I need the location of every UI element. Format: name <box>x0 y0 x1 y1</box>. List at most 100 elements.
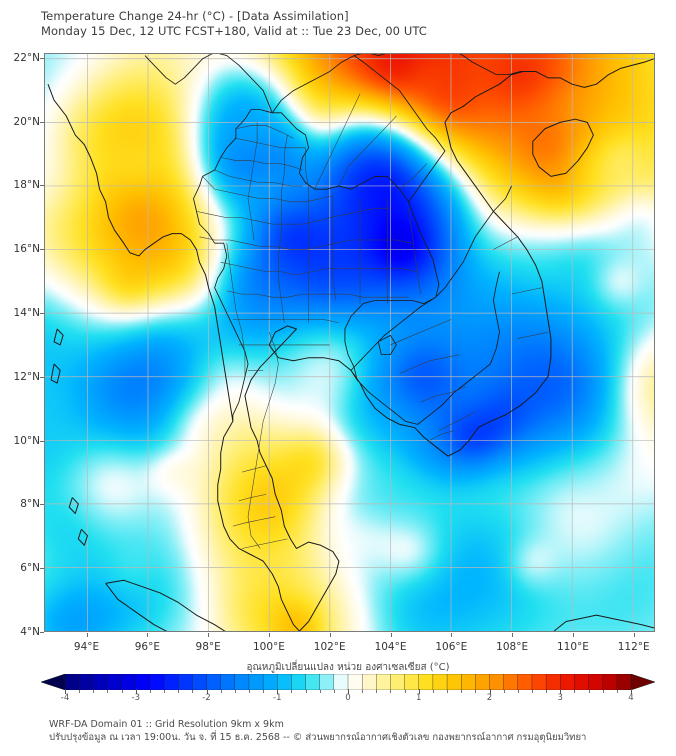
page-subtitle: Monday 15 Dec, 12 UTC FCST+180, Valid at… <box>41 24 427 38</box>
colorbar-major-tick <box>418 689 420 694</box>
colorbar-minor-tick <box>79 690 81 693</box>
y-tick-label: 18°N <box>13 179 40 192</box>
colorbar-minor-tick <box>149 690 151 693</box>
x-tick-label: 98°E <box>195 641 221 653</box>
colorbar-minor-tick <box>447 690 449 693</box>
colorbar-minor-tick <box>432 690 434 693</box>
temperature-anomaly-field <box>45 54 654 631</box>
colorbar-tick-label: -3 <box>131 693 140 703</box>
colorbar-minor-tick <box>574 690 576 693</box>
x-tick-label: 104°E <box>374 641 407 653</box>
x-tick-mark <box>268 633 270 637</box>
colorbar-minor-tick <box>234 690 236 693</box>
x-tick-mark <box>512 633 514 637</box>
footer-block: WRF-DA Domain 01 :: Grid Resolution 9km … <box>49 718 586 744</box>
colorbar-minor-tick <box>333 690 335 693</box>
colorbar-ticks: -4 -3 -2 -1 0 1 2 3 4 <box>41 689 655 703</box>
y-tick-mark <box>40 185 44 187</box>
colorbar-minor-tick <box>503 690 505 693</box>
colorbar-minor-tick <box>93 690 95 693</box>
footer-domain-info: WRF-DA Domain 01 :: Grid Resolution 9km … <box>49 719 284 730</box>
y-tick-mark <box>40 568 44 570</box>
y-tick-label: 8°N <box>20 498 40 511</box>
y-tick-label: 20°N <box>13 115 40 128</box>
x-tick-label: 94°E <box>73 641 100 653</box>
colorbar-minor-tick <box>602 690 604 693</box>
x-tick-label: 96°E <box>134 641 160 653</box>
colorbar-gradient <box>41 674 655 690</box>
map-coastlines-borders <box>47 54 654 631</box>
y-tick-mark <box>40 376 44 378</box>
colorbar-minor-tick <box>390 690 392 693</box>
colorbar-major-tick <box>206 689 208 694</box>
x-tick-mark <box>208 633 210 637</box>
colorbar: อุณหภูมิเปลี่ยนแปลง หน่วย องศาเซลเซียส (… <box>41 660 655 703</box>
y-tick-label: 22°N <box>13 51 40 64</box>
colorbar-minor-tick <box>305 690 307 693</box>
map-gridlines <box>45 54 654 631</box>
colorbar-title: อุณหภูมิเปลี่ยนแปลง หน่วย องศาเซลเซียส (… <box>246 662 450 673</box>
x-tick-mark <box>147 633 149 637</box>
colorbar-minor-tick <box>107 690 109 693</box>
colorbar-minor-tick <box>546 690 548 693</box>
colorbar-major-tick <box>65 689 66 694</box>
y-tick-mark <box>40 121 44 123</box>
colorbar-minor-tick <box>362 690 364 693</box>
colorbar-minor-tick <box>517 690 519 693</box>
footer-credit: ปรับปรุงข้อมูล ณ เวลา 19:00น. วัน จ. ที่… <box>49 732 587 743</box>
x-tick-label: 106°E <box>435 641 468 653</box>
x-tick-mark <box>451 633 453 637</box>
x-tick-label: 108°E <box>496 641 529 653</box>
colorbar-minor-tick <box>263 690 265 693</box>
colorbar-minor-tick <box>531 690 533 693</box>
colorbar-minor-tick <box>291 690 293 693</box>
y-tick-mark <box>40 632 44 633</box>
colorbar-tick-label: 3 <box>557 693 563 703</box>
colorbar-tick-label: 4 <box>628 693 634 703</box>
colorbar-minor-tick <box>164 690 166 693</box>
colorbar-tick-label: -1 <box>273 693 282 703</box>
map-plot-area[interactable] <box>44 53 655 632</box>
x-tick-mark <box>633 633 635 637</box>
title-block: Temperature Change 24-hr (°C) - [Data As… <box>41 9 641 39</box>
colorbar-major-tick <box>489 689 491 694</box>
colorbar-minor-tick <box>178 690 180 693</box>
y-tick-label: 6°N <box>20 562 40 575</box>
y-tick-mark <box>40 57 44 59</box>
x-tick-mark <box>572 633 574 637</box>
colorbar-minor-tick <box>376 690 378 693</box>
colorbar-major-tick <box>560 689 562 694</box>
colorbar-tick-label: 1 <box>416 693 422 703</box>
colorbar-minor-tick <box>192 690 194 693</box>
colorbar-minor-tick <box>220 690 222 693</box>
colorbar-minor-tick <box>121 690 123 693</box>
colorbar-major-tick <box>631 689 632 694</box>
x-tick-label: 110°E <box>556 641 589 653</box>
colorbar-major-tick <box>135 689 137 694</box>
colorbar-minor-tick <box>461 690 463 693</box>
colorbar-tick-label: 0 <box>345 693 351 703</box>
colorbar-minor-tick <box>319 690 321 693</box>
page-title: Temperature Change 24-hr (°C) - [Data As… <box>41 9 349 23</box>
y-tick-label: 14°N <box>13 306 40 319</box>
y-axis: 22°N 20°N 18°N 16°N 14°N 12°N 10°N 8°N 6°N 4°N <box>0 51 44 638</box>
x-axis: 94°E 96°E 98°E 100°E 102°E 104°E 106°E 108°E 110… <box>44 633 655 653</box>
x-tick-mark <box>329 633 331 637</box>
colorbar-minor-tick <box>475 690 477 693</box>
y-tick-mark <box>40 504 44 506</box>
y-tick-label: 4°N <box>20 626 40 638</box>
colorbar-major-tick <box>348 689 349 694</box>
x-tick-label: 112°E <box>617 641 650 653</box>
x-tick-label: 102°E <box>313 641 346 653</box>
y-tick-label: 16°N <box>13 243 40 256</box>
y-tick-mark <box>40 312 44 314</box>
x-tick-label: 100°E <box>252 641 285 653</box>
y-tick-label: 10°N <box>13 434 40 447</box>
x-tick-mark <box>86 633 88 637</box>
colorbar-minor-tick <box>588 690 590 693</box>
colorbar-minor-tick <box>248 690 250 693</box>
colorbar-minor-tick <box>616 690 618 693</box>
colorbar-minor-tick <box>404 690 406 693</box>
colorbar-tick-label: -4 <box>60 693 70 703</box>
